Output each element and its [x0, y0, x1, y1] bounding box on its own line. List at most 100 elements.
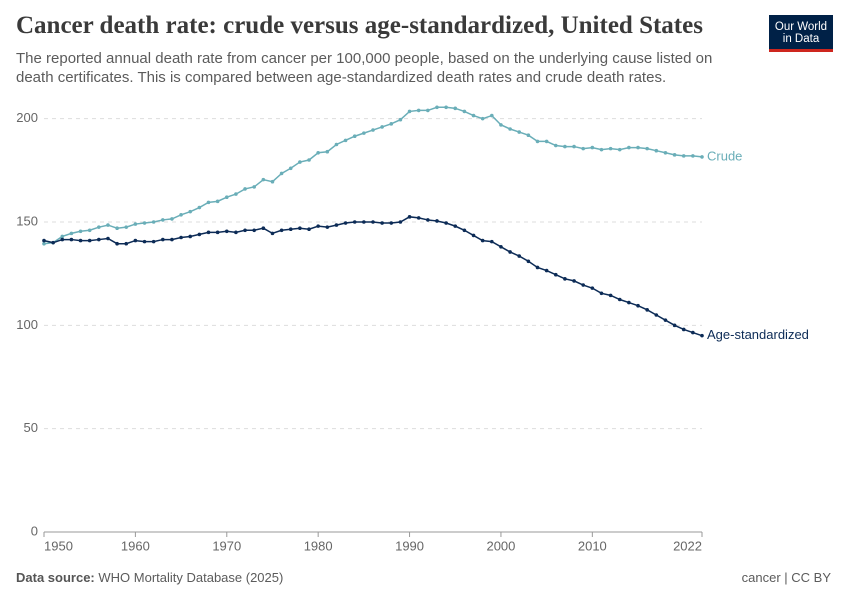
data-point — [645, 308, 649, 312]
data-point — [124, 225, 129, 229]
series-label: Age-standardized — [707, 327, 809, 342]
data-point — [115, 226, 119, 230]
x-tick-label: 2000 — [486, 538, 515, 553]
data-point — [654, 313, 659, 317]
data-point — [362, 131, 366, 135]
data-point — [288, 166, 293, 171]
data-point — [517, 130, 522, 134]
data-point — [161, 237, 165, 242]
x-tick-label: 1990 — [395, 538, 424, 553]
data-point — [681, 327, 686, 332]
data-point — [42, 238, 46, 243]
data-point — [78, 229, 83, 234]
x-tick-label: 1960 — [121, 538, 150, 553]
data-point — [691, 154, 695, 158]
data-point — [471, 113, 476, 118]
data-point — [197, 205, 202, 210]
data-point — [206, 200, 211, 205]
data-point — [288, 227, 293, 232]
x-tick-label: 2010 — [578, 538, 607, 553]
logo-line: Our World — [774, 21, 828, 33]
data-point — [307, 227, 311, 232]
data-point — [627, 145, 631, 150]
data-point — [608, 146, 613, 151]
y-tick-label: 200 — [16, 110, 38, 125]
data-point — [663, 150, 668, 155]
data-point — [316, 224, 320, 228]
data-point — [608, 293, 613, 298]
data-point — [151, 220, 156, 224]
data-point — [151, 239, 156, 244]
source-label: Data source: — [16, 570, 95, 585]
x-tick-label: 1950 — [44, 538, 73, 553]
data-point — [343, 221, 348, 225]
data-point — [325, 149, 330, 154]
data-point — [106, 223, 110, 227]
data-point — [636, 145, 640, 150]
data-point — [490, 239, 494, 244]
data-point — [490, 113, 494, 118]
x-tick-label: 2022 — [673, 538, 702, 553]
data-point — [435, 219, 439, 223]
chart-subtitle: The reported annual death rate from canc… — [16, 50, 713, 86]
data-point — [188, 234, 193, 239]
y-tick-label: 150 — [16, 213, 38, 228]
data-point — [590, 145, 595, 150]
source: WHO Mortality Database (2025) — [98, 570, 284, 585]
data-point — [544, 268, 549, 273]
data-point — [298, 226, 302, 230]
data-point — [234, 230, 238, 235]
data-point — [544, 139, 549, 144]
data-point — [380, 125, 384, 129]
data-point — [563, 277, 567, 281]
data-point — [407, 109, 412, 114]
data-point — [106, 236, 110, 241]
data-point — [672, 153, 677, 157]
x-tick-label: 1970 — [212, 538, 241, 553]
data-point — [325, 225, 330, 229]
data-point — [133, 222, 138, 226]
data-point — [453, 224, 458, 228]
data-point — [352, 134, 357, 139]
footer-license: cancer | CC BY — [741, 570, 831, 585]
data-point — [252, 228, 256, 233]
data-point — [371, 128, 375, 132]
data-point — [691, 330, 695, 335]
data-point — [572, 144, 576, 149]
data-point — [590, 286, 595, 290]
logo-line: in Data — [782, 33, 820, 45]
data-point — [435, 105, 439, 110]
data-point — [87, 228, 92, 233]
chart-title: Cancer death rate: crude versus age-stan… — [16, 12, 703, 39]
data-point — [508, 127, 512, 131]
y-tick-label: 50 — [24, 420, 38, 435]
data-point — [197, 232, 202, 237]
data-point — [161, 218, 165, 222]
data-point — [654, 148, 659, 153]
data-point — [453, 106, 458, 111]
data-point — [279, 171, 284, 176]
data-point — [51, 240, 55, 245]
logo[interactable]: Our World in Data — [769, 15, 833, 52]
data-point — [416, 108, 421, 113]
data-point — [124, 241, 129, 246]
data-point — [352, 220, 357, 224]
data-point — [517, 254, 522, 258]
data-point — [663, 318, 668, 322]
data-point — [389, 221, 394, 225]
data-point — [261, 177, 266, 182]
data-point — [645, 146, 649, 151]
data-point — [179, 235, 183, 240]
data-point — [142, 239, 147, 244]
x-tick-label: 1980 — [304, 538, 333, 553]
data-point — [60, 237, 65, 242]
data-point — [69, 231, 74, 236]
data-point — [462, 228, 467, 233]
data-point — [599, 291, 604, 296]
data-point — [535, 265, 540, 270]
data-point — [398, 117, 403, 122]
data-point — [617, 147, 622, 152]
data-point — [480, 116, 485, 121]
data-point — [627, 300, 631, 305]
